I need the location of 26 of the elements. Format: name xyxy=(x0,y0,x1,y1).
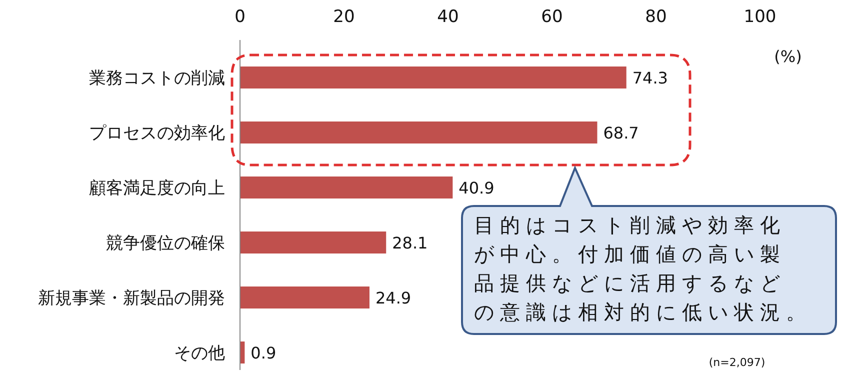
x-tick-label: 80 xyxy=(645,7,667,27)
x-tick-label: 60 xyxy=(541,7,563,27)
y-tick-label: その他 xyxy=(174,344,225,364)
bar xyxy=(240,122,598,144)
bar xyxy=(240,286,370,308)
bar xyxy=(240,176,453,198)
y-tick-label: プロセスの効率化 xyxy=(89,124,225,144)
x-tick-label: 40 xyxy=(437,7,459,27)
data-label: 40.9 xyxy=(458,178,494,198)
data-label: 24.9 xyxy=(375,288,412,308)
data-label: 74.3 xyxy=(632,68,668,88)
x-tick-label: 100 xyxy=(744,7,776,27)
annotation: (n=2,097) xyxy=(708,356,766,369)
x-tick-label: 20 xyxy=(333,7,355,27)
y-tick-label: 競争優位の確保 xyxy=(106,234,225,254)
y-tick-label: 新規事業・新製品の開発 xyxy=(38,288,225,308)
x-tick-label: 0 xyxy=(234,7,246,27)
y-tick-label: 業務コストの削減 xyxy=(89,68,225,88)
y-tick-label: 顧客満足度の向上 xyxy=(89,178,225,198)
data-label: 68.7 xyxy=(603,124,639,142)
data-label: 28.1 xyxy=(392,234,428,252)
data-label: 0.9 xyxy=(250,344,276,362)
bar xyxy=(240,66,626,88)
text: (%) xyxy=(774,47,802,66)
annotation: 目的はコスト削減や効率化が中心。付加価値の高い製品提供などに活用するなどの意識は相対的に低い状況。 xyxy=(474,212,813,326)
bar xyxy=(240,232,386,254)
